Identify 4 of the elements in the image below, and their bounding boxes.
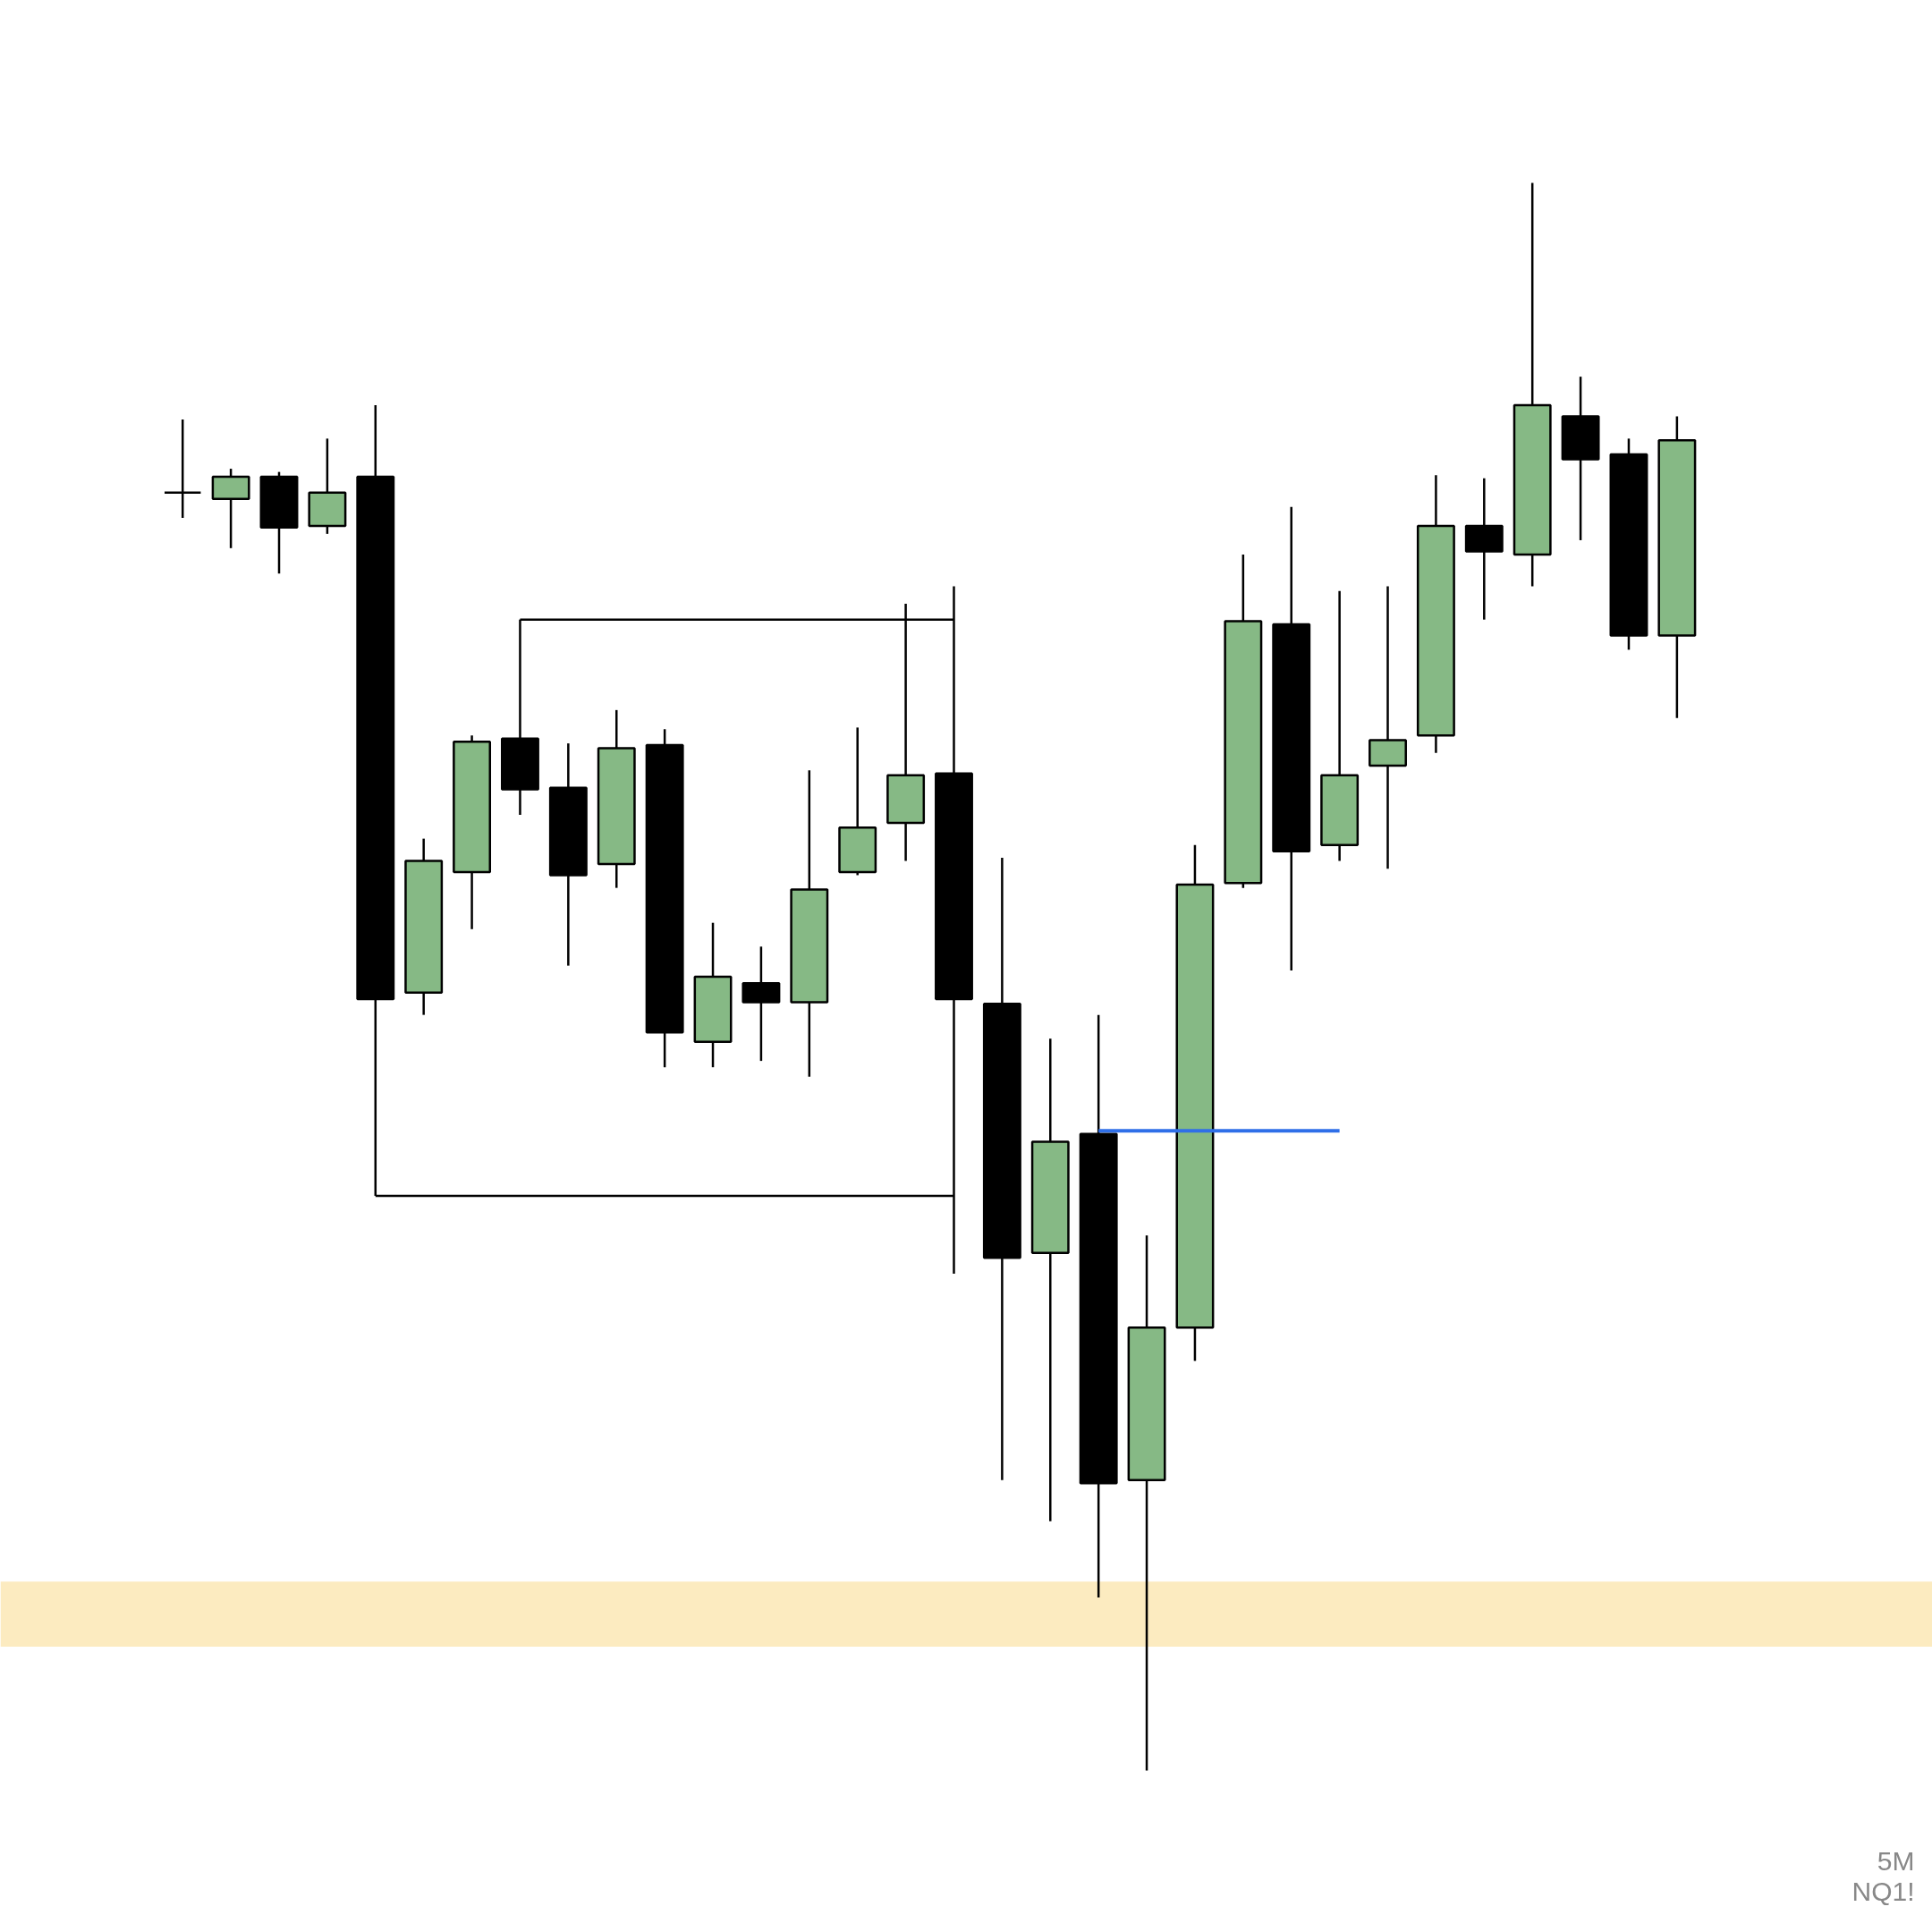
candlestick [1368,585,1407,870]
text: 5M [1877,1845,1915,1876]
candlestick [163,418,202,520]
text: NQ1! [1852,1876,1915,1906]
